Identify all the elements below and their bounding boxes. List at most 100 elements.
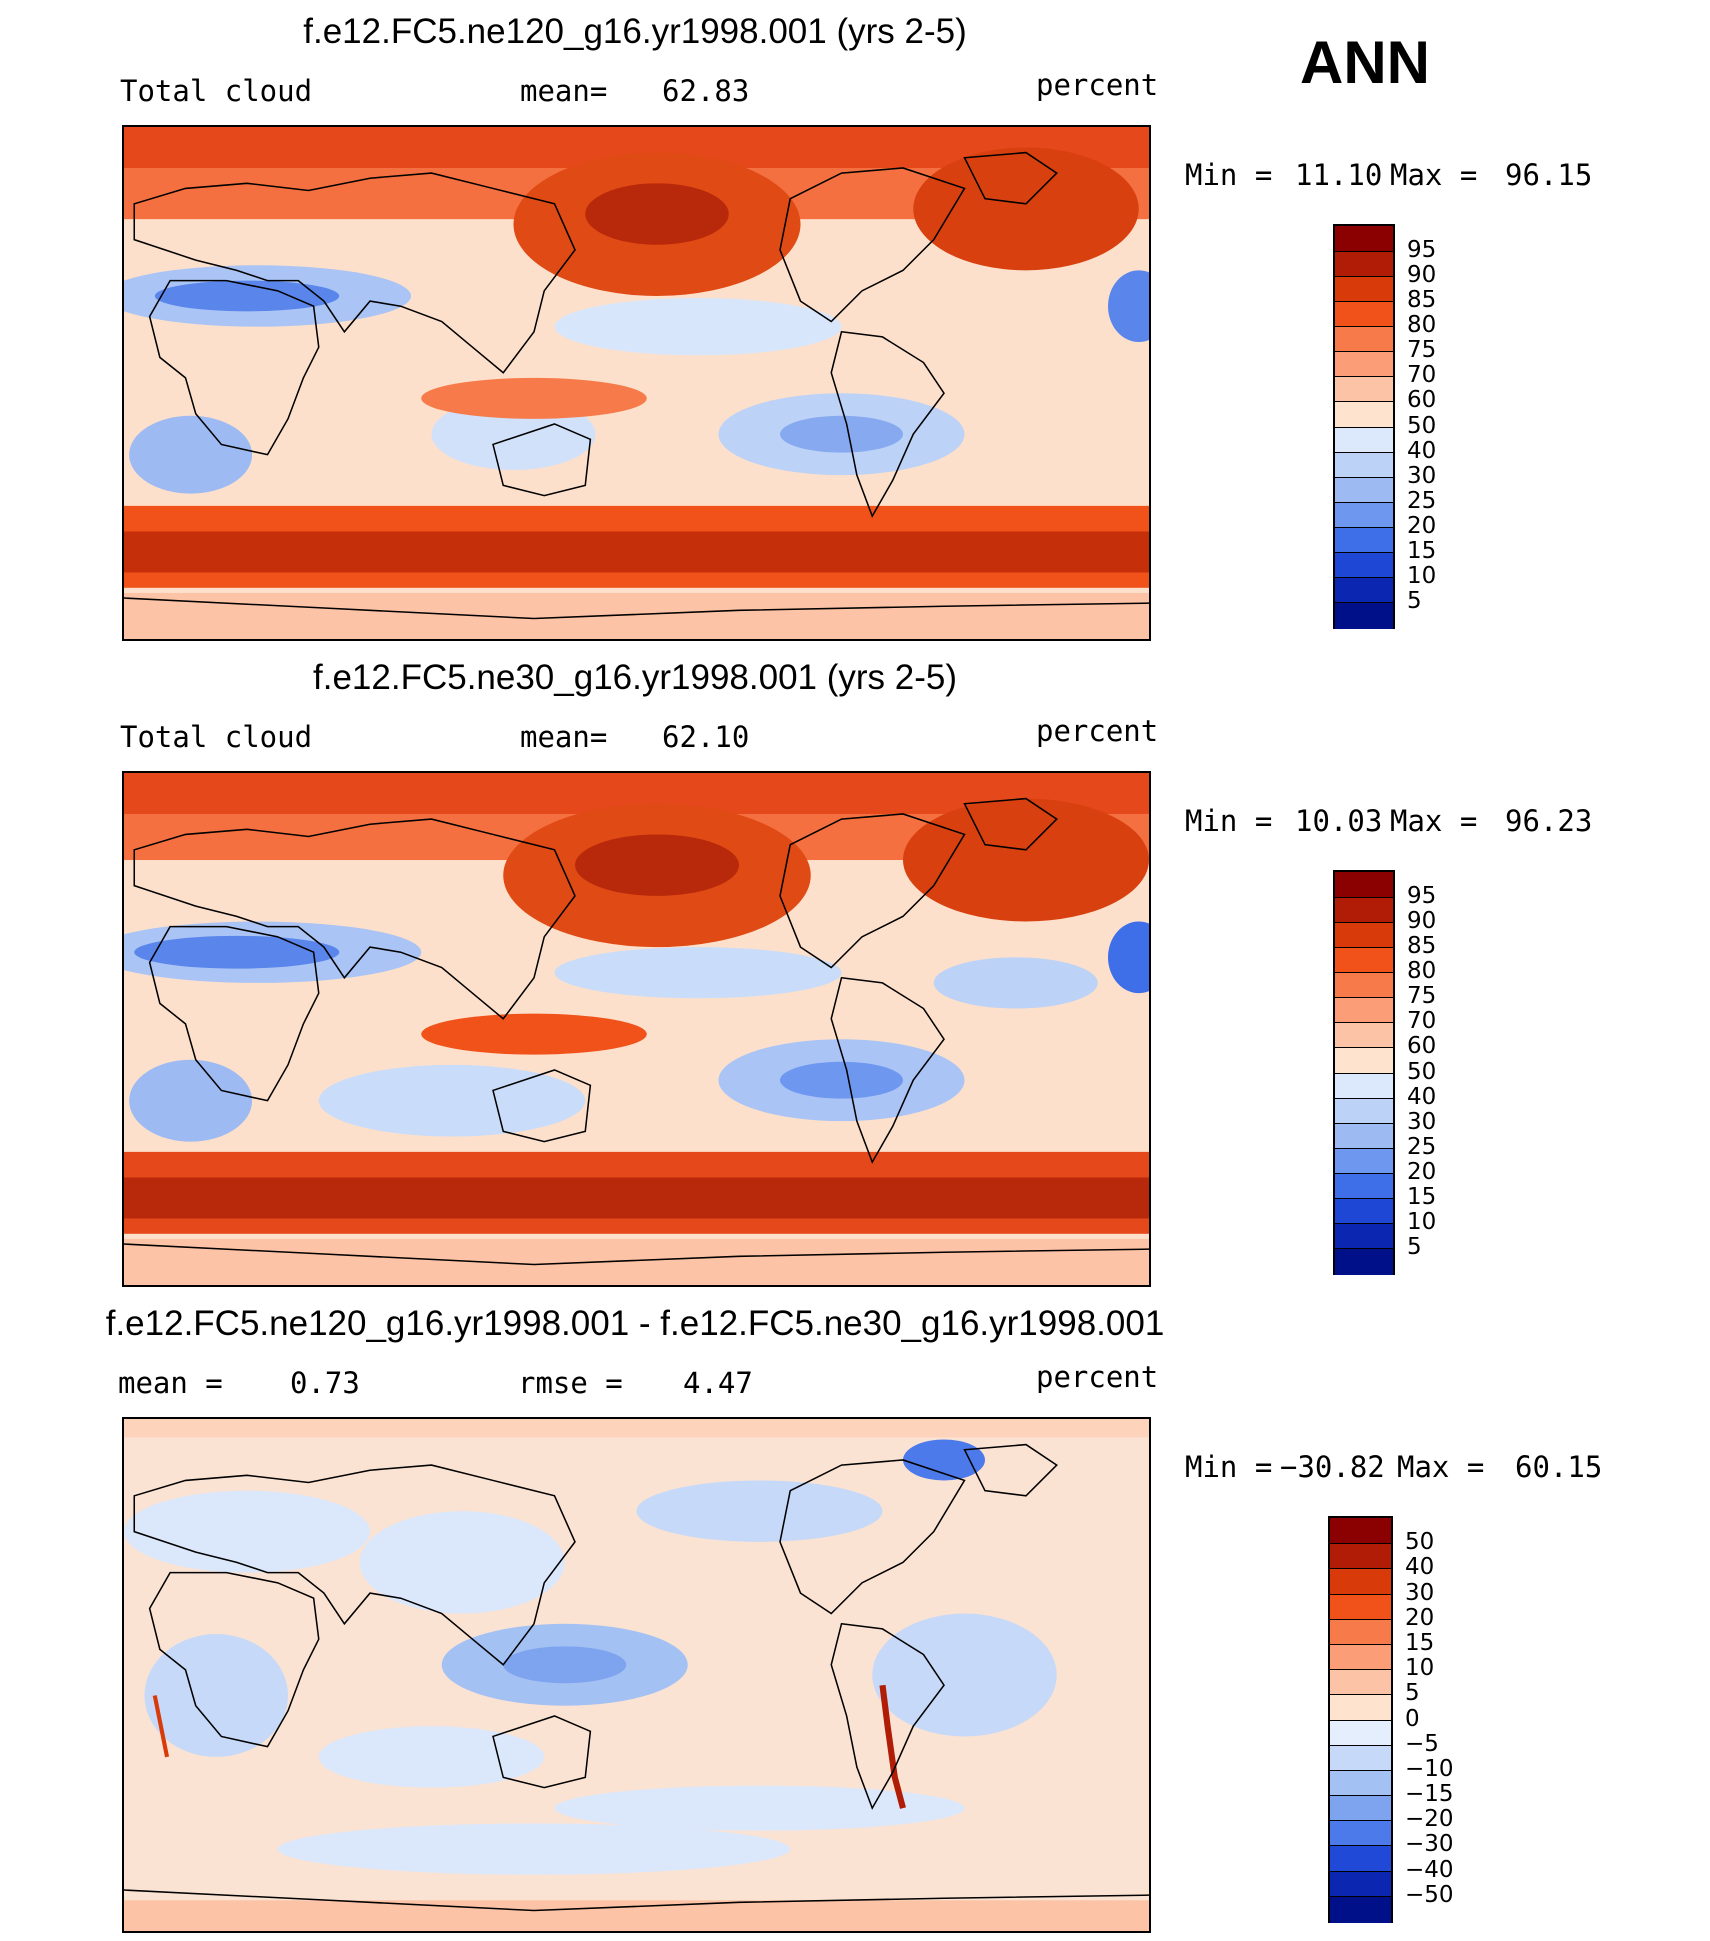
panel3-title: f.e12.FC5.ne120_g16.yr1998.001 - f.e12.F… bbox=[105, 1304, 1165, 1343]
panel3-contour-plot bbox=[124, 1419, 1149, 1931]
colorbar-segment bbox=[1335, 1072, 1393, 1100]
panel2-map bbox=[122, 771, 1151, 1287]
panel3-mean-label: mean = bbox=[118, 1366, 223, 1400]
colorbar-tick-label: 60 bbox=[1407, 1033, 1437, 1060]
colorbar-segment bbox=[1330, 1568, 1391, 1596]
panel3-max-label: Max = bbox=[1397, 1450, 1485, 1484]
colorbar-segment bbox=[1335, 501, 1393, 529]
colorbar-tick-label: 95 bbox=[1407, 237, 1437, 264]
panel1-min-value: 11.10 bbox=[1295, 158, 1383, 192]
colorbar-tick-label: 15 bbox=[1407, 1183, 1437, 1210]
colorbar-tick-label: 10 bbox=[1405, 1655, 1435, 1682]
colorbar-tick-label: 15 bbox=[1407, 537, 1437, 564]
colorbar-tick-label: 30 bbox=[1405, 1579, 1435, 1606]
panel3-rmse-value: 4.47 bbox=[683, 1366, 753, 1400]
panel1-title: f.e12.FC5.ne120_g16.yr1998.001 (yrs 2-5) bbox=[303, 12, 967, 51]
panel1-max-label: Max = bbox=[1390, 158, 1478, 192]
colorbar-segment bbox=[1335, 1022, 1393, 1049]
colorbar-segment bbox=[1335, 947, 1393, 974]
colorbar-segment bbox=[1335, 451, 1393, 479]
colorbar-tick-label: 5 bbox=[1405, 1680, 1420, 1707]
colorbar-segment bbox=[1335, 1247, 1393, 1275]
colorbar-segment bbox=[1335, 1222, 1393, 1250]
colorbar-tick-label: 20 bbox=[1405, 1604, 1435, 1631]
colorbar-tick-label: 40 bbox=[1405, 1554, 1435, 1581]
panel2-min-value: 10.03 bbox=[1295, 804, 1383, 838]
colorbar-segment bbox=[1335, 972, 1393, 999]
colorbar-tick-label: −5 bbox=[1405, 1730, 1439, 1757]
panel3-rmse-label: rmse = bbox=[518, 1366, 623, 1400]
panel3-colorbar: 50 40 30 20 15 10 5 0 −5 −10 −15 −20 −30 −40 −50 bbox=[1328, 1516, 1454, 1923]
colorbar-segment bbox=[1335, 376, 1393, 403]
colorbar-tick-label: 85 bbox=[1407, 933, 1437, 960]
season-label: ANN bbox=[1300, 29, 1430, 96]
colorbar-segment bbox=[1335, 276, 1393, 303]
colorbar-segment bbox=[1330, 1769, 1391, 1797]
colorbar-segment bbox=[1335, 1097, 1393, 1125]
colorbar-segment bbox=[1335, 476, 1393, 504]
colorbar-tick-label: 5 bbox=[1407, 587, 1422, 614]
colorbar-segment bbox=[1330, 1618, 1391, 1646]
colorbar-tick-label: 75 bbox=[1407, 983, 1437, 1010]
panel2-variable-label: Total cloud bbox=[120, 720, 313, 754]
panel1-mean-value: 62.83 bbox=[662, 74, 750, 108]
colorbar-tick-label: 70 bbox=[1407, 362, 1437, 389]
panel2-title: f.e12.FC5.ne30_g16.yr1998.001 (yrs 2-5) bbox=[313, 658, 957, 697]
panel3-min-value: −30.82 bbox=[1280, 1450, 1385, 1484]
colorbar-tick-label: 20 bbox=[1407, 1158, 1437, 1185]
colorbar-tick-label: 90 bbox=[1407, 908, 1437, 935]
colorbar-segment bbox=[1330, 1669, 1391, 1696]
colorbar-segment bbox=[1330, 1795, 1391, 1822]
colorbar-segment bbox=[1330, 1593, 1391, 1621]
colorbar-segment bbox=[1330, 1543, 1391, 1570]
colorbar-tick-label: 25 bbox=[1407, 1133, 1437, 1160]
colorbar-segment bbox=[1335, 997, 1393, 1024]
colorbar-segment bbox=[1335, 526, 1393, 554]
panel3-min-label: Min = bbox=[1185, 1450, 1273, 1484]
colorbar-segment bbox=[1335, 1197, 1393, 1225]
colorbar-segment bbox=[1335, 872, 1393, 898]
colorbar-tick-label: −30 bbox=[1405, 1831, 1454, 1858]
colorbar-segment bbox=[1330, 1719, 1391, 1747]
panel1-max-value: 96.15 bbox=[1505, 158, 1593, 192]
colorbar-tick-label: 70 bbox=[1407, 1008, 1437, 1035]
colorbar-segment bbox=[1335, 251, 1393, 278]
colorbar-segment bbox=[1330, 1870, 1391, 1898]
colorbar-tick-label: 25 bbox=[1407, 487, 1437, 514]
panel1-colorbar: 95 90 85 80 75 70 60 50 40 30 25 20 15 10 5 bbox=[1333, 224, 1436, 629]
colorbar-tick-label: 95 bbox=[1407, 883, 1437, 910]
colorbar-segment bbox=[1335, 351, 1393, 378]
colorbar-tick-label: 80 bbox=[1407, 958, 1437, 985]
colorbar-tick-label: 75 bbox=[1407, 337, 1437, 364]
colorbar-tick-label: 30 bbox=[1407, 462, 1437, 489]
colorbar-segment bbox=[1330, 1518, 1391, 1544]
colorbar-tick-label: −40 bbox=[1405, 1856, 1454, 1883]
panel2-min-label: Min = bbox=[1185, 804, 1273, 838]
panel3-map bbox=[122, 1417, 1151, 1933]
colorbar-segment bbox=[1335, 426, 1393, 454]
panel1-contour-plot bbox=[124, 127, 1149, 639]
colorbar-tick-label: 5 bbox=[1407, 1233, 1422, 1260]
panel2-mean-label: mean= bbox=[520, 720, 608, 754]
panel3-units-label: percent bbox=[1036, 1360, 1159, 1394]
colorbar-tick-label: 50 bbox=[1407, 412, 1437, 439]
colorbar-segment bbox=[1335, 226, 1393, 252]
colorbar-segment bbox=[1330, 1643, 1391, 1671]
colorbar-tick-label: 40 bbox=[1407, 1083, 1437, 1110]
colorbar-tick-label: 50 bbox=[1405, 1529, 1435, 1556]
colorbar-tick-label: −50 bbox=[1405, 1881, 1454, 1908]
colorbar-segment bbox=[1335, 326, 1393, 353]
colorbar-tick-label: 40 bbox=[1407, 437, 1437, 464]
panel1-units-label: percent bbox=[1036, 68, 1159, 102]
colorbar-segment bbox=[1335, 301, 1393, 328]
panel1-min-label: Min = bbox=[1185, 158, 1273, 192]
panel3-max-value: 60.15 bbox=[1515, 1450, 1603, 1484]
colorbar-tick-label: −10 bbox=[1405, 1755, 1454, 1782]
panel2-mean-value: 62.10 bbox=[662, 720, 750, 754]
colorbar-segment bbox=[1335, 551, 1393, 579]
colorbar-segment bbox=[1330, 1694, 1391, 1721]
panel2-max-label: Max = bbox=[1390, 804, 1478, 838]
colorbar-segment bbox=[1335, 1122, 1393, 1150]
colorbar-tick-label: 10 bbox=[1407, 562, 1437, 589]
colorbar-tick-label: 60 bbox=[1407, 387, 1437, 414]
